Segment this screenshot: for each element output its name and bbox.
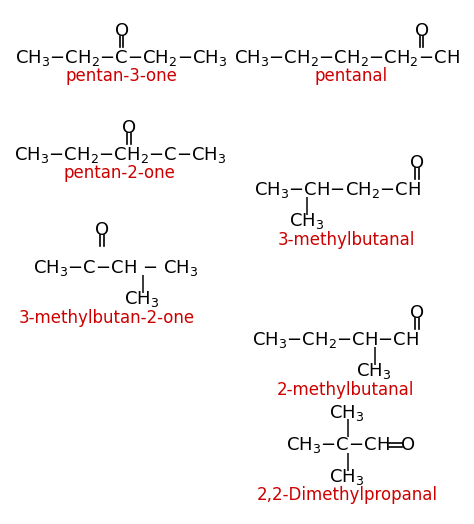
Text: $\mathregular{CH_3}$: $\mathregular{CH_3}$ xyxy=(124,289,159,309)
Text: $\mathregular{CH_3{-}C{-}CH}$: $\mathregular{CH_3{-}C{-}CH}$ xyxy=(286,435,390,455)
Text: 3-methylbutanal: 3-methylbutanal xyxy=(278,231,416,249)
Text: pentanal: pentanal xyxy=(315,67,388,85)
Text: $\mathregular{CH_3{-}CH_2{-}CH{-}CH}$: $\mathregular{CH_3{-}CH_2{-}CH{-}CH}$ xyxy=(252,330,419,350)
Text: $\mathregular{O}$: $\mathregular{O}$ xyxy=(121,119,137,137)
Text: $\mathregular{|}$: $\mathregular{|}$ xyxy=(344,451,350,473)
Text: $\mathregular{|}$: $\mathregular{|}$ xyxy=(303,195,309,217)
Text: $\mathregular{|}$: $\mathregular{|}$ xyxy=(138,273,144,295)
Text: $\mathregular{|}$: $\mathregular{|}$ xyxy=(371,345,377,367)
Text: $\mathregular{CH_3{-}C{-}CH\ {-}\ CH_3}$: $\mathregular{CH_3{-}C{-}CH\ {-}\ CH_3}$ xyxy=(33,258,198,278)
Text: pentan-3-one: pentan-3-one xyxy=(66,67,178,85)
Text: $\mathregular{CH_3}$: $\mathregular{CH_3}$ xyxy=(289,211,324,231)
Text: $\mathregular{CH_3{-}CH_2{-}CH_2{-}C{-}CH_3}$: $\mathregular{CH_3{-}CH_2{-}CH_2{-}C{-}C… xyxy=(14,145,226,165)
Text: pentan-2-one: pentan-2-one xyxy=(64,164,176,182)
Text: $\mathregular{CH_3}$: $\mathregular{CH_3}$ xyxy=(329,403,365,423)
Text: $\mathregular{CH_3{-}CH{-}CH_2{-}CH}$: $\mathregular{CH_3{-}CH{-}CH_2{-}CH}$ xyxy=(254,180,421,200)
Text: $\mathregular{|}$: $\mathregular{|}$ xyxy=(344,417,350,439)
Text: $\mathregular{O}$: $\mathregular{O}$ xyxy=(410,304,425,322)
Text: 2-methylbutanal: 2-methylbutanal xyxy=(276,381,414,399)
Text: $\mathregular{O}$: $\mathregular{O}$ xyxy=(410,154,425,172)
Text: 2,2-Dimethylpropanal: 2,2-Dimethylpropanal xyxy=(256,486,438,504)
Text: $\mathregular{O}$: $\mathregular{O}$ xyxy=(114,22,129,40)
Text: $\mathregular{CH_3}$: $\mathregular{CH_3}$ xyxy=(356,361,392,381)
Text: $\mathregular{O}$: $\mathregular{O}$ xyxy=(414,22,429,40)
Text: $\mathregular{O}$: $\mathregular{O}$ xyxy=(94,221,109,239)
Text: $\mathregular{CH_3{-}CH_2{-}CH_2{-}CH_2{-}CH}$: $\mathregular{CH_3{-}CH_2{-}CH_2{-}CH_2{… xyxy=(234,48,460,68)
Text: $\mathregular{CH_3}$: $\mathregular{CH_3}$ xyxy=(329,467,365,487)
Text: 3-methylbutan-2-one: 3-methylbutan-2-one xyxy=(18,309,194,327)
Text: $\mathregular{CH_3{-}CH_2{-}C{-}CH_2{-}CH_3}$: $\mathregular{CH_3{-}CH_2{-}C{-}CH_2{-}C… xyxy=(15,48,228,68)
Text: $\mathregular{O}$: $\mathregular{O}$ xyxy=(401,436,416,454)
